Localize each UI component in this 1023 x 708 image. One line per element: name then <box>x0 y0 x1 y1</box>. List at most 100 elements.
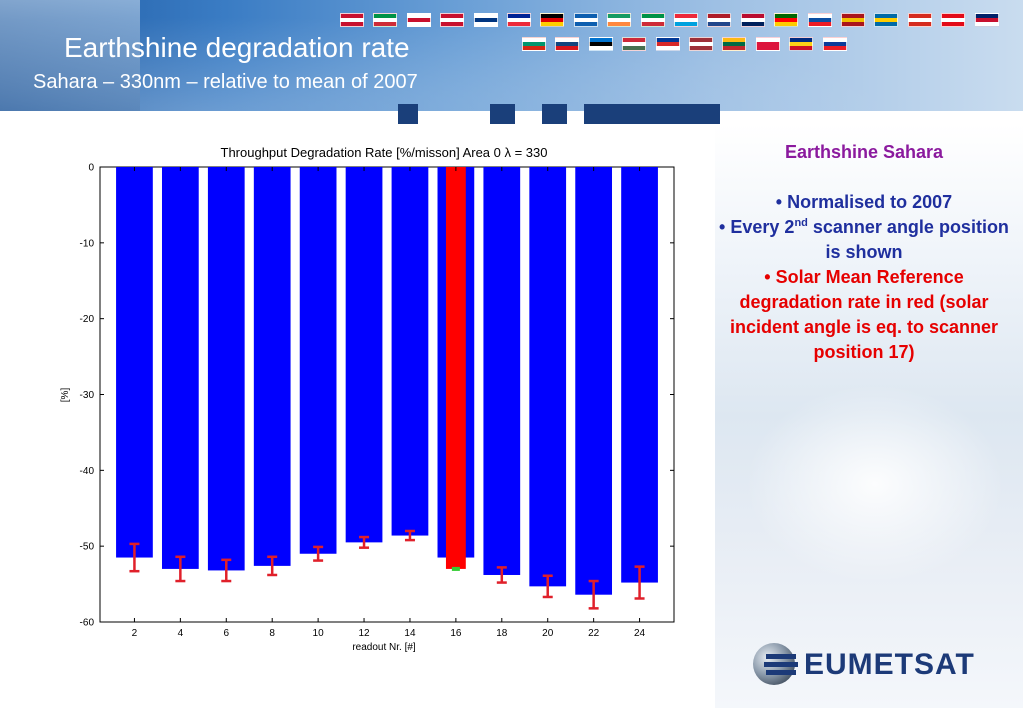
y-tick-label: -40 <box>80 466 95 477</box>
flag-icon <box>789 37 814 51</box>
slide-subtitle: Sahara – 330nm – relative to mean of 200… <box>33 71 418 93</box>
y-tick-label: -30 <box>80 390 95 401</box>
flag-icon <box>640 13 665 27</box>
flag-icon <box>622 37 647 51</box>
x-tick-label-4: 4 <box>178 628 184 639</box>
degradation-bar-chart: Throughput Degradation Rate [%/misson] A… <box>50 138 682 660</box>
flag-icon <box>740 13 765 27</box>
error-bar-20 <box>542 574 553 599</box>
bars-layer <box>116 167 658 595</box>
bullet-normalised-text: Normalised to 2007 <box>787 192 953 212</box>
highlight-bar-16 <box>445 167 466 569</box>
bullet-solar-reference: • Solar Mean Reference degradation rate … <box>712 265 1016 365</box>
flag-icon <box>907 13 932 27</box>
y-tick-label: 0 <box>88 163 94 174</box>
flag-icon <box>841 13 865 27</box>
error-bar-2 <box>129 542 140 573</box>
sky-background <box>715 124 1023 708</box>
bar-8 <box>253 167 291 566</box>
bullet-solar-reference-text: Solar Mean Reference degradation rate in… <box>729 267 999 362</box>
error-bars-layer <box>129 529 645 610</box>
bullet-every-second: • Every 2nd scanner angle position is sh… <box>712 215 1016 265</box>
bar-14 <box>391 167 429 536</box>
x-axis: 2 4 6 8 10 12 14 16 18 20 22 24 <box>132 167 646 639</box>
slide-header: Earthshine degradation rate Sahara – 330… <box>0 0 1023 124</box>
header-block <box>398 104 418 124</box>
y-tick-label: -10 <box>80 238 95 249</box>
side-panel-heading: Earthshine Sahara <box>784 142 944 162</box>
bar-12 <box>345 167 383 543</box>
y-tick-label: -50 <box>80 542 95 553</box>
bullet-every-second-sup: nd <box>794 217 808 229</box>
flag-icon <box>555 37 580 51</box>
error-bar-18 <box>496 566 507 584</box>
x-tick-label-16: 16 <box>450 628 462 639</box>
flag-icon <box>674 13 698 27</box>
flag-icon <box>540 13 565 27</box>
logo-text: EUMETSAT <box>804 648 975 681</box>
flag-icon <box>874 13 899 27</box>
error-bar-6 <box>221 558 232 583</box>
x-tick-label-2: 2 <box>132 628 138 639</box>
error-bar-22 <box>588 579 599 610</box>
x-axis-label: readout Nr. [#] <box>352 642 416 653</box>
flag-icon <box>607 13 632 27</box>
bullet-char: • <box>764 267 771 287</box>
eumetsat-logo: EUMETSAT <box>752 638 997 688</box>
flag-icon <box>588 37 613 51</box>
error-bar-10 <box>313 545 324 562</box>
x-tick-label-8: 8 <box>269 628 275 639</box>
x-tick-label-6: 6 <box>223 628 229 639</box>
bar-22 <box>575 167 613 595</box>
error-bar-4 <box>175 555 186 583</box>
bullet-char: • <box>775 192 783 212</box>
bar-18 <box>483 167 521 575</box>
flag-icon <box>522 37 546 51</box>
flag-icon <box>655 37 680 51</box>
bar-24 <box>621 167 658 583</box>
y-axis-label: [%] <box>60 388 71 403</box>
error-bar-12 <box>359 535 370 549</box>
bullet-normalised: • Normalised to 2007 <box>712 190 1016 215</box>
slide-title: Earthshine degradation rate <box>64 32 410 63</box>
bullet-char: • <box>719 217 726 237</box>
x-tick-label-22: 22 <box>588 628 600 639</box>
flag-icon <box>440 13 465 27</box>
bar-2 <box>116 167 153 558</box>
bar-4 <box>161 167 199 569</box>
x-tick-label-24: 24 <box>634 628 646 639</box>
side-panel: Earthshine Sahara • Normalised to 2007 •… <box>712 140 1016 365</box>
x-tick-label-18: 18 <box>496 628 508 639</box>
header-block <box>584 104 720 124</box>
bar-10 <box>299 167 337 554</box>
flag-icon <box>974 13 999 27</box>
bullet-every-second-pre: Every 2 <box>730 217 795 237</box>
y-tick-label: -60 <box>80 618 95 629</box>
flag-icon <box>406 13 431 27</box>
error-bar-8 <box>267 555 278 577</box>
flag-icon <box>507 13 531 27</box>
error-bar-14 <box>404 529 415 542</box>
header-block <box>542 104 567 124</box>
flag-icon <box>941 13 966 27</box>
x-tick-label-20: 20 <box>542 628 554 639</box>
flag-icon <box>689 37 713 51</box>
header-block <box>490 104 515 124</box>
flag-icon <box>707 13 732 27</box>
flag-icon <box>722 37 747 51</box>
eumetsat-globe-icon <box>753 643 798 685</box>
x-tick-label-10: 10 <box>313 628 325 639</box>
x-tick-label-14: 14 <box>404 628 416 639</box>
bar-20 <box>529 167 567 587</box>
bullet-every-second-post: scanner angle position is shown <box>807 217 1009 262</box>
y-axis: 0 -10 -20 -30 -40 -50 -60 <box>80 163 674 629</box>
chart-title: Throughput Degradation Rate [%/misson] A… <box>221 145 548 160</box>
flag-icon <box>473 13 498 27</box>
flag-icon <box>774 13 799 27</box>
error-bar-24 <box>634 565 645 600</box>
flag-icon <box>755 37 780 51</box>
flag-icon <box>807 13 832 27</box>
y-tick-label: -20 <box>80 314 95 325</box>
flag-icon <box>373 13 398 27</box>
flag-icon <box>822 37 847 51</box>
